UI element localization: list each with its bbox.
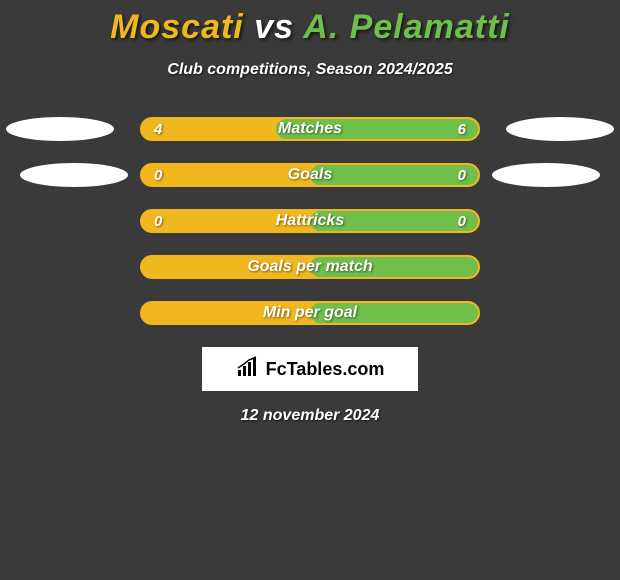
player2-fill — [276, 119, 478, 139]
player1-fill — [142, 303, 310, 323]
player1-marker — [20, 163, 128, 187]
player1-fill — [142, 165, 310, 185]
player2-name: A. Pelamatti — [303, 8, 510, 46]
player2-value: 0 — [458, 211, 466, 231]
player2-marker — [506, 117, 614, 141]
stat-bar: Goals per match — [140, 255, 480, 279]
player1-value: 0 — [154, 165, 162, 185]
player2-fill — [310, 303, 478, 323]
date-text: 12 november 2024 — [0, 407, 620, 425]
player1-fill — [142, 211, 310, 231]
player2-value: 0 — [458, 165, 466, 185]
stat-row: Min per goal — [0, 301, 620, 325]
vs-text: vs — [254, 8, 294, 46]
stat-bar: 00Hattricks — [140, 209, 480, 233]
player1-fill — [142, 257, 310, 277]
stat-row: 00Goals — [0, 163, 620, 187]
comparison-title: Moscati vs A. Pelamatti — [0, 0, 620, 47]
stat-row: 00Hattricks — [0, 209, 620, 233]
stat-bar: Min per goal — [140, 301, 480, 325]
branding-badge: FcTables.com — [202, 347, 418, 391]
player2-value: 6 — [458, 119, 466, 139]
player2-marker — [492, 163, 600, 187]
player1-value: 0 — [154, 211, 162, 231]
player2-fill — [310, 165, 478, 185]
stat-row: 46Matches — [0, 117, 620, 141]
player2-fill — [310, 257, 478, 277]
player1-name: Moscati — [110, 8, 244, 46]
stat-row: Goals per match — [0, 255, 620, 279]
chart-icon — [236, 356, 262, 383]
stat-bar: 00Goals — [140, 163, 480, 187]
player1-marker — [6, 117, 114, 141]
stat-rows: 46Matches00Goals00HattricksGoals per mat… — [0, 117, 620, 325]
branding-text: FcTables.com — [266, 359, 385, 380]
player2-fill — [310, 211, 478, 231]
stat-bar: 46Matches — [140, 117, 480, 141]
player1-value: 4 — [154, 119, 162, 139]
subtitle: Club competitions, Season 2024/2025 — [0, 61, 620, 79]
